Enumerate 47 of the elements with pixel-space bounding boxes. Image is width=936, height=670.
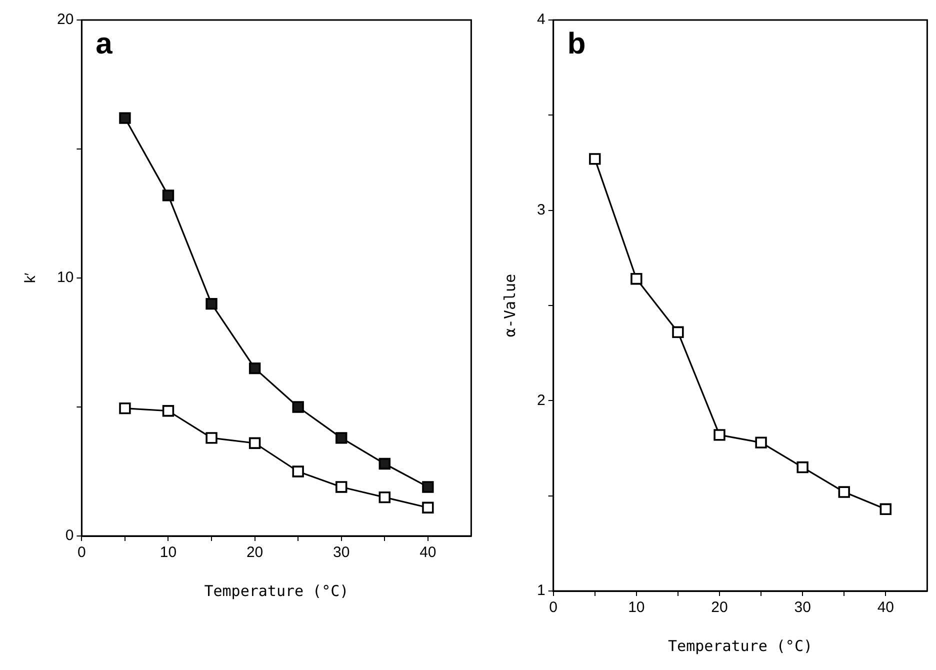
y-tick-label: 10 bbox=[56, 269, 74, 286]
point bbox=[378, 491, 390, 504]
point bbox=[119, 402, 131, 414]
point bbox=[838, 486, 850, 498]
point bbox=[378, 458, 390, 470]
point bbox=[206, 432, 218, 444]
point bbox=[162, 190, 174, 202]
x-tick-label: 30 bbox=[333, 544, 350, 562]
x-tick-label: 40 bbox=[877, 599, 894, 616]
point bbox=[248, 362, 261, 374]
x-axis-title: Temperature (°C) bbox=[204, 582, 349, 600]
y-tick-label: 20 bbox=[56, 11, 74, 28]
point bbox=[422, 481, 434, 493]
point bbox=[336, 432, 348, 444]
point bbox=[880, 503, 892, 516]
point bbox=[206, 298, 218, 310]
annotation: b bbox=[567, 27, 586, 60]
y-axis-title: α-Value bbox=[500, 274, 519, 338]
x-tick-label: 20 bbox=[711, 599, 728, 616]
point bbox=[672, 326, 684, 338]
y-tick-label: 2 bbox=[537, 392, 546, 409]
point bbox=[796, 461, 808, 474]
y-tick-label: 4 bbox=[537, 11, 546, 28]
point bbox=[755, 436, 767, 448]
y-tick-label: 3 bbox=[537, 201, 546, 218]
point bbox=[336, 481, 348, 493]
x-tick-label: 10 bbox=[628, 599, 645, 616]
point bbox=[292, 466, 304, 478]
point bbox=[292, 401, 304, 413]
x-tick-label: 30 bbox=[794, 599, 811, 616]
annotation: a bbox=[96, 27, 113, 60]
y-tick-label: 1 bbox=[537, 582, 546, 600]
x-axis-title: Temperature (°C) bbox=[668, 636, 813, 655]
x-tick-label: 0 bbox=[78, 544, 86, 562]
x-tick-label: 40 bbox=[420, 544, 436, 562]
point bbox=[630, 273, 642, 285]
x-tick-label: 10 bbox=[160, 544, 177, 562]
y-tick-label: 0 bbox=[65, 527, 74, 544]
point bbox=[589, 153, 601, 165]
point bbox=[248, 437, 261, 449]
point bbox=[162, 405, 174, 417]
x-tick-label: 20 bbox=[246, 544, 264, 562]
x-tick-label: 0 bbox=[549, 599, 558, 616]
point bbox=[714, 429, 726, 441]
point bbox=[119, 112, 131, 124]
point bbox=[422, 502, 434, 514]
y-axis-title: k′ bbox=[22, 272, 40, 284]
